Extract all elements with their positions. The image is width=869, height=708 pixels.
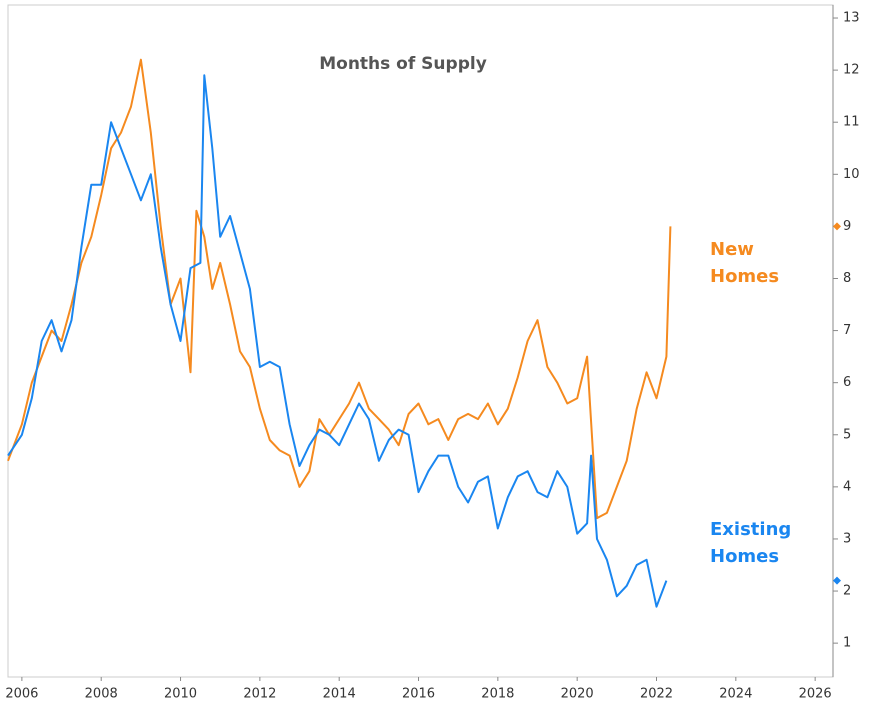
y-tick-label: 8 [843, 271, 851, 286]
end-marker [833, 576, 841, 585]
x-tick-label: 2010 [164, 687, 197, 702]
chart-title: Months of Supply [319, 54, 487, 74]
x-tick-label: 2018 [481, 687, 514, 702]
x-tick-label: 2006 [5, 687, 38, 702]
x-tick-label: 2012 [243, 687, 276, 702]
series-line [7, 58, 672, 520]
y-tick-label: 12 [843, 63, 860, 78]
y-tick-label: 3 [843, 531, 851, 546]
x-tick-label: 2014 [323, 687, 356, 702]
x-tick-label: 2022 [640, 687, 673, 702]
y-tick-label: 2 [843, 584, 851, 599]
y-tick-label: 1 [843, 636, 851, 651]
y-tick-label: 7 [843, 323, 851, 338]
x-tick-label: 2016 [402, 687, 435, 702]
y-tick-label: 5 [843, 427, 851, 442]
y-tick-label: 9 [843, 219, 851, 234]
y-tick-label: 10 [843, 167, 860, 182]
x-tick-label: 2020 [561, 687, 594, 702]
end-marker [833, 222, 841, 231]
y-tick-label: 4 [843, 479, 851, 494]
x-tick-label: 2026 [799, 687, 832, 702]
y-tick-label: 6 [843, 375, 851, 390]
y-tick-label: 11 [843, 115, 860, 130]
series-line [7, 74, 668, 608]
x-tick-label: 2008 [85, 687, 118, 702]
series-label: Existing Homes [710, 519, 792, 567]
x-tick-label: 2024 [719, 687, 752, 702]
series-label: New Homes [710, 239, 780, 287]
y-tick-label: 13 [843, 11, 860, 26]
